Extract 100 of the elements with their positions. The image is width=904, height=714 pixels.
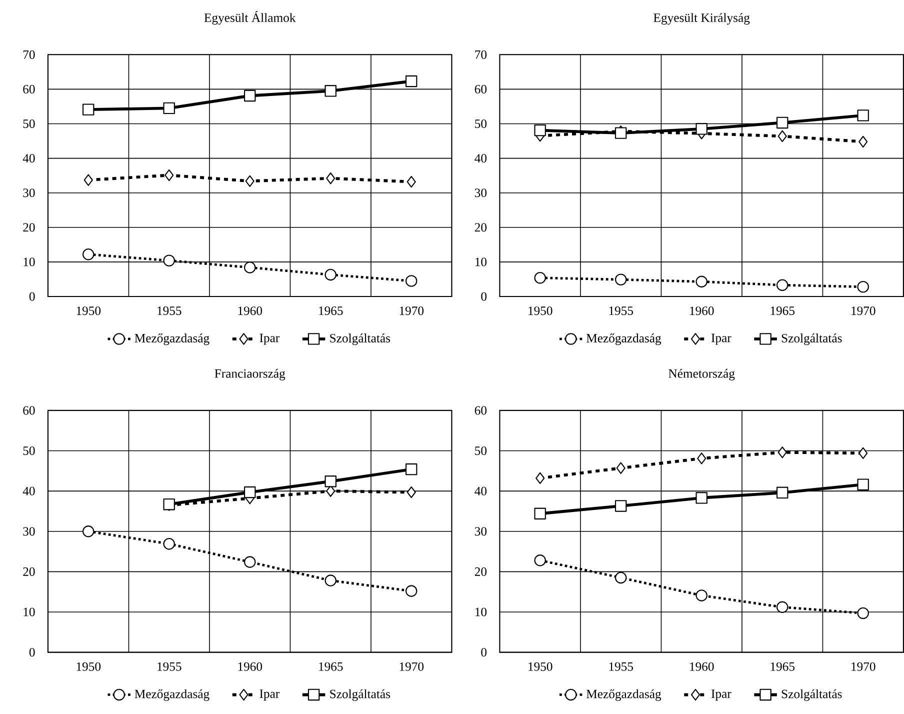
point: [534, 554, 546, 566]
x-tick-label: 1965: [770, 662, 795, 672]
legend-label: Szolgáltatás: [782, 334, 842, 346]
point: [776, 117, 788, 129]
point: [405, 464, 418, 476]
x-tick-label: 1970: [852, 662, 876, 672]
point: [163, 538, 175, 550]
y-tick-label: 20: [23, 223, 35, 232]
legend-label: Szolgáltatás: [330, 334, 390, 346]
x-tick-label: 1955: [609, 306, 633, 316]
point: [857, 110, 869, 122]
chart-title: Egyesült Államok: [204, 11, 296, 25]
y-tick-label: 10: [24, 258, 35, 266]
y-tick-label: 70: [475, 50, 487, 60]
x-tick-label: 1950: [76, 662, 101, 672]
point: [776, 601, 788, 614]
y-tick-label: 60: [474, 85, 487, 94]
legend-label: Ipar: [260, 690, 280, 701]
point: [244, 486, 256, 498]
x-tick-label: 1965: [319, 662, 343, 672]
x-tick-label: 1960: [690, 306, 714, 316]
y-tick-label: 50: [23, 120, 35, 128]
x-tick-label: 1955: [158, 662, 182, 672]
legend-label: Mezőgazdaság: [134, 334, 210, 346]
legend-label: Mezőgazdaság: [586, 334, 662, 346]
point: [324, 476, 336, 488]
point: [616, 462, 626, 474]
legend-label: Mezőgazdaság: [134, 690, 210, 702]
point: [778, 446, 787, 458]
legend-label: Szolgáltatás: [330, 690, 390, 702]
y-tick-label: 50: [475, 446, 487, 456]
point: [244, 90, 256, 102]
point: [857, 478, 869, 491]
point: [697, 452, 706, 464]
point: [778, 130, 787, 142]
y-tick-label: 40: [474, 154, 487, 163]
point: [326, 172, 336, 184]
point: [405, 76, 418, 88]
point: [406, 486, 416, 498]
point: [163, 254, 175, 267]
y-tick-label: 30: [474, 527, 487, 536]
x-tick-label: 1965: [319, 306, 343, 316]
point: [534, 124, 546, 136]
chart-title: Franciaország: [214, 369, 286, 381]
x-tick-label: 1965: [770, 306, 795, 316]
point: [82, 526, 94, 538]
point: [244, 556, 256, 568]
legend-label: Mezőgazdaság: [586, 690, 662, 702]
y-tick-label: 40: [474, 486, 487, 496]
point: [696, 492, 708, 504]
point: [857, 281, 869, 293]
point: [324, 85, 336, 97]
point: [776, 279, 788, 292]
point: [696, 276, 708, 288]
x-tick-label: 1960: [238, 662, 262, 672]
point: [534, 508, 546, 520]
point: [696, 123, 708, 135]
point: [82, 104, 94, 116]
y-tick-label: 20: [474, 223, 487, 232]
point: [244, 262, 256, 274]
y-tick-label: 60: [23, 406, 35, 415]
y-tick-label: 30: [23, 527, 35, 536]
point: [405, 275, 418, 288]
y-tick-label: 10: [24, 608, 35, 616]
y-tick-label: 40: [22, 154, 35, 163]
point: [324, 269, 336, 281]
chart-title: Németország: [668, 369, 735, 381]
point: [614, 572, 627, 584]
y-tick-label: 60: [474, 406, 487, 415]
x-tick-label: 1960: [690, 662, 714, 672]
legend-label: Ipar: [711, 334, 732, 345]
y-tick-label: 50: [23, 446, 35, 456]
point: [858, 136, 868, 148]
chart-title: Egyesült Királyság: [654, 13, 750, 25]
point: [614, 500, 627, 512]
point: [405, 585, 418, 598]
y-tick-label: 0: [29, 292, 35, 301]
y-tick-label: 0: [29, 648, 35, 657]
y-tick-label: 10: [475, 258, 487, 266]
point: [163, 102, 175, 114]
y-tick-label: 70: [23, 50, 35, 60]
point: [406, 176, 416, 188]
x-tick-label: 1955: [609, 662, 633, 672]
point: [614, 274, 627, 286]
point: [82, 248, 94, 260]
x-tick-label: 1955: [158, 306, 182, 316]
y-tick-label: 50: [475, 120, 487, 128]
point: [858, 448, 868, 460]
point: [324, 574, 336, 587]
y-tick-label: 30: [474, 188, 487, 198]
y-tick-label: 60: [23, 85, 35, 94]
point: [776, 487, 788, 499]
y-tick-label: 20: [23, 568, 35, 576]
point: [84, 174, 93, 186]
y-tick-label: 30: [23, 188, 35, 198]
x-tick-label: 1970: [852, 306, 876, 316]
x-tick-label: 1950: [76, 306, 101, 316]
point: [164, 170, 174, 182]
x-tick-label: 1960: [238, 306, 262, 316]
legend-label: Ipar: [711, 690, 732, 701]
